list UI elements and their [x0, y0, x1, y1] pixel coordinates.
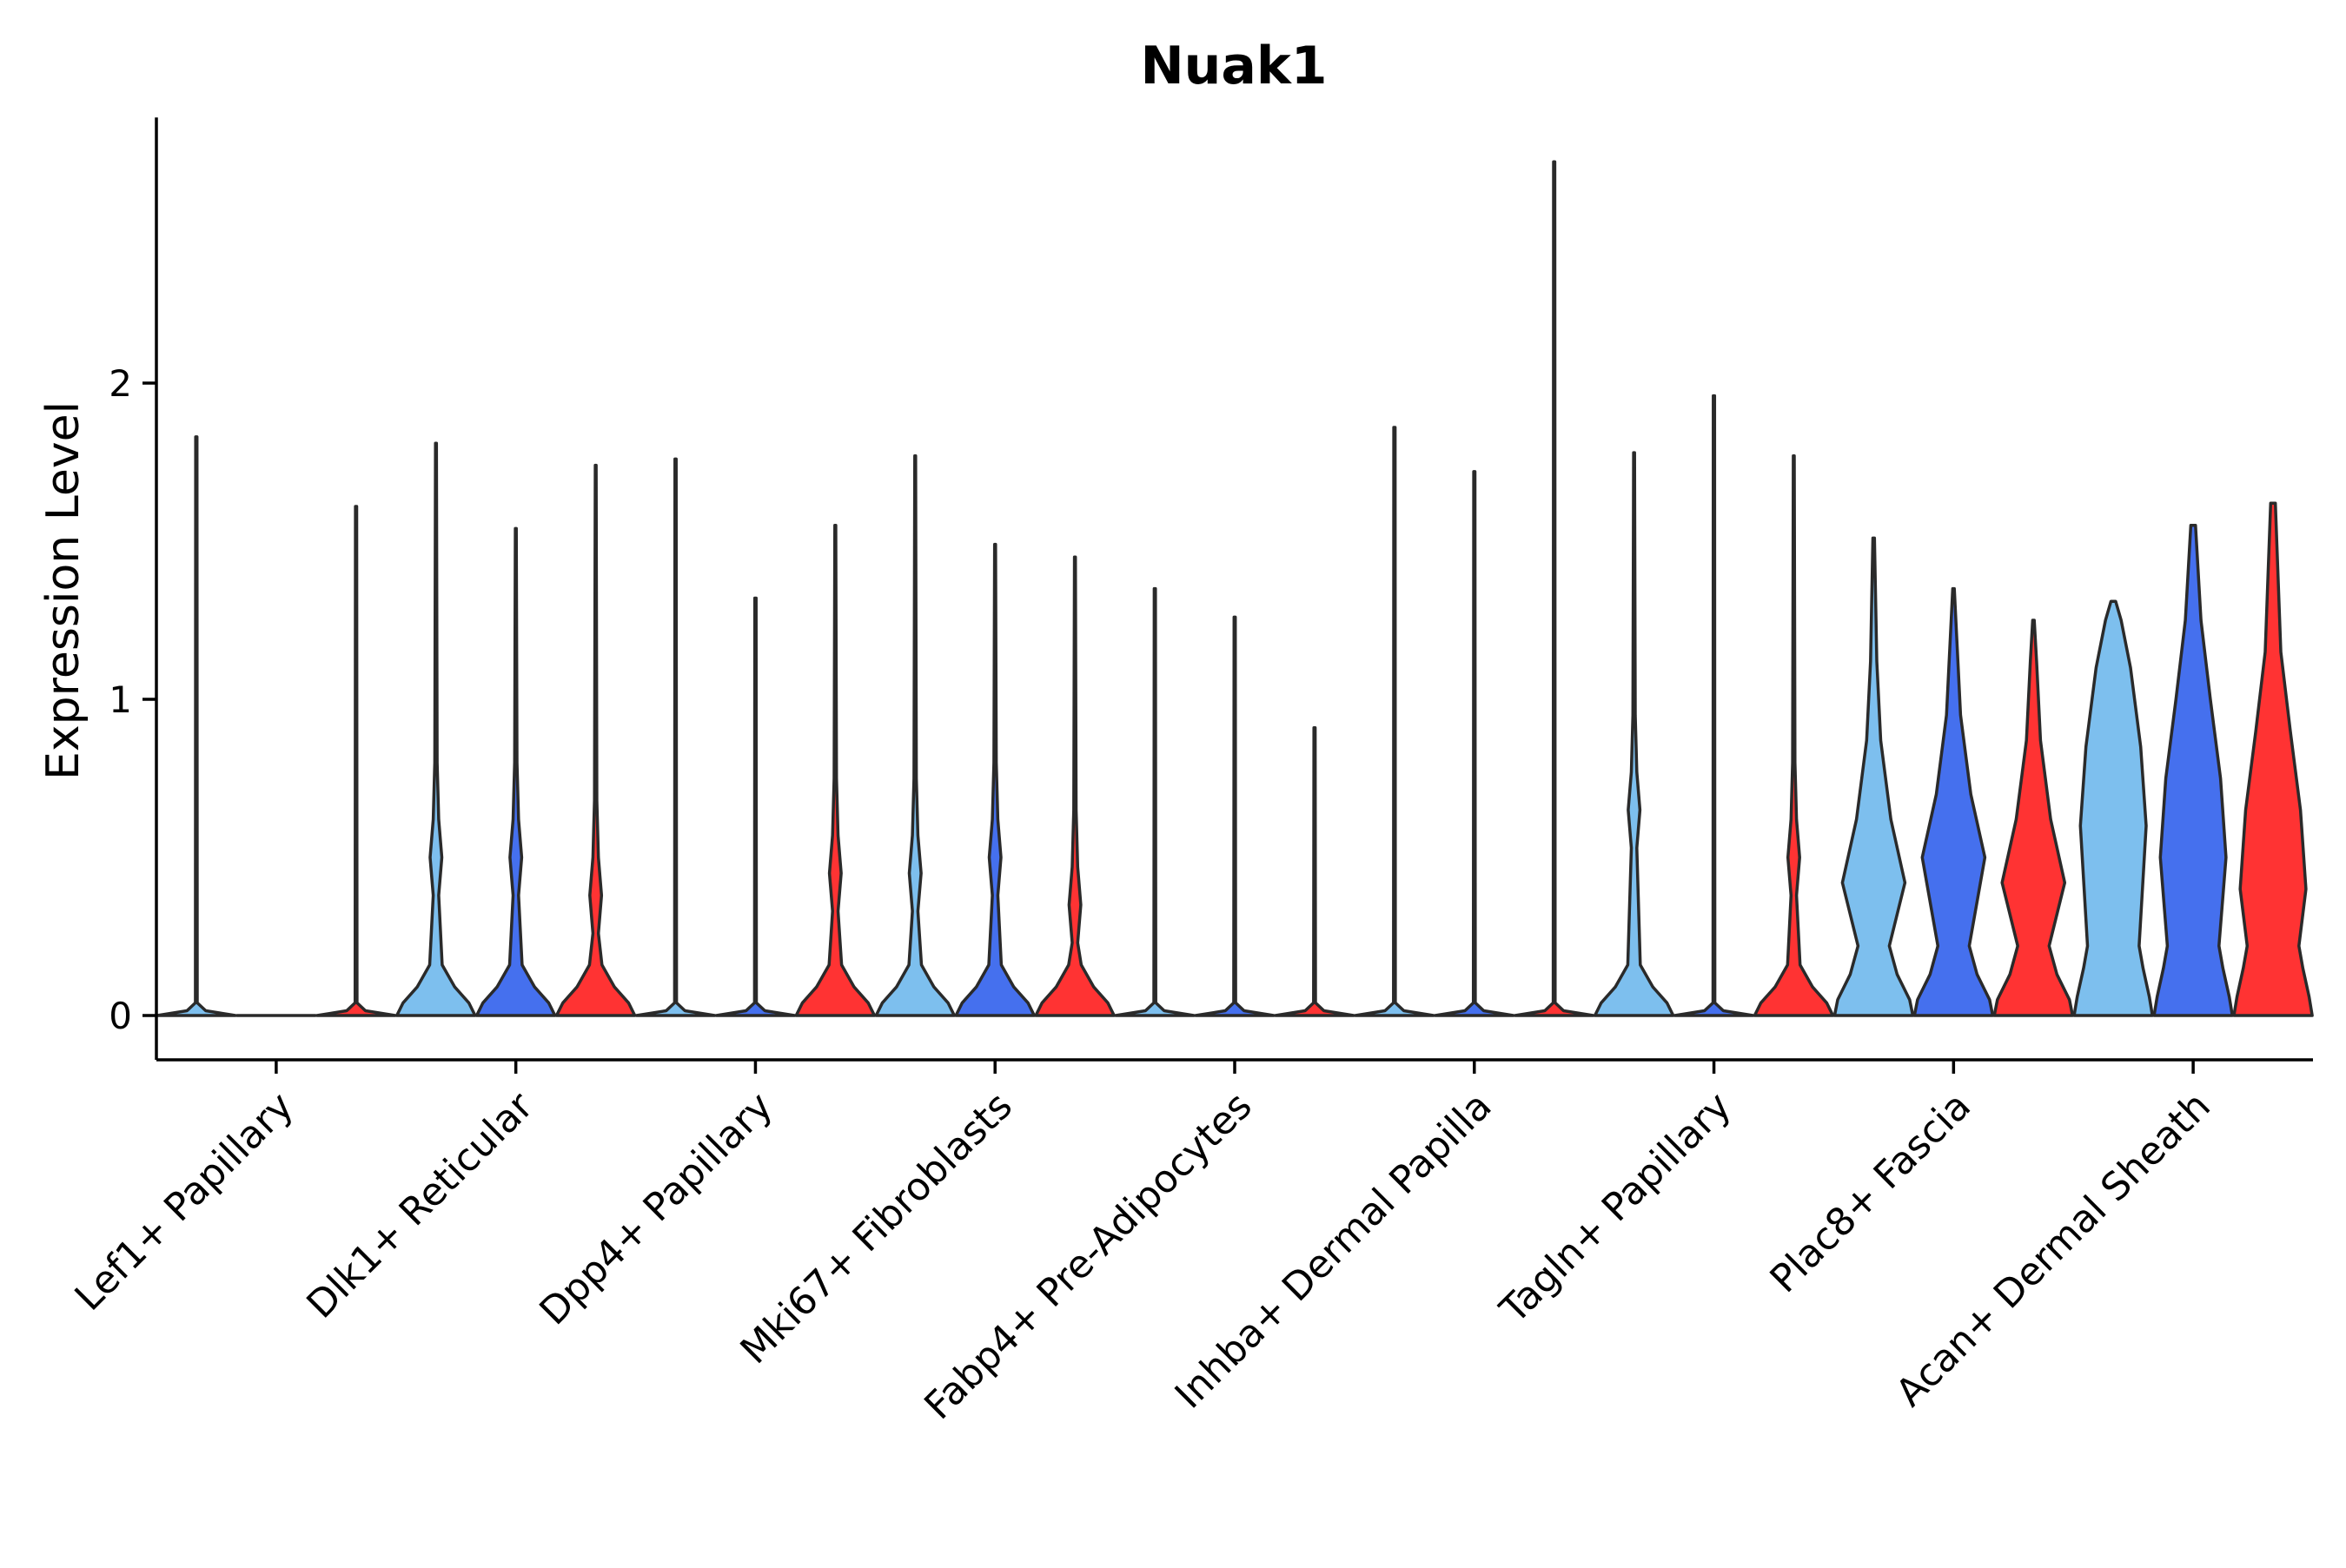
violin-6-2	[1753, 453, 1835, 1017]
violin-8-1	[2152, 524, 2234, 1017]
x-tick-label: Mki67+ Fibroblasts	[732, 1084, 1021, 1373]
violin-0-0	[156, 435, 237, 1017]
x-tick-label: Lef1+ Papillary	[67, 1084, 302, 1320]
violin-4-0	[1114, 586, 1196, 1017]
violin-2-1	[714, 596, 797, 1017]
violin-7-2	[1992, 619, 2075, 1017]
violin-8-0	[2072, 599, 2154, 1017]
violin-3-1	[954, 542, 1037, 1017]
x-tick-label: Dlk1+ Reticular	[299, 1083, 543, 1327]
x-tick-label: Tagln+ Papillary	[1491, 1084, 1740, 1333]
y-tick-label: 0	[109, 995, 132, 1037]
violin-2-0	[634, 457, 717, 1017]
violin-5-2	[1513, 160, 1595, 1017]
violin-8-2	[2232, 501, 2314, 1017]
x-tick-label: Plac8+ Fascia	[1762, 1084, 1980, 1302]
y-axis-label: Expression Level	[37, 401, 89, 780]
violin-7-0	[1832, 536, 1915, 1017]
violin-1-2	[554, 463, 637, 1017]
violin-6-1	[1673, 394, 1755, 1017]
violin-3-2	[1034, 555, 1116, 1017]
violin-7-1	[1912, 586, 1995, 1017]
x-tick-label: Dpp4+ Papillary	[532, 1084, 782, 1334]
violin-1-0	[394, 441, 477, 1017]
violin-6-0	[1593, 451, 1675, 1017]
violins-layer	[156, 160, 2314, 1017]
y-tick-label: 1	[109, 678, 132, 721]
violin-0-2	[315, 505, 397, 1017]
violin-4-1	[1194, 615, 1276, 1017]
violin-5-1	[1433, 470, 1515, 1017]
violin-2-2	[794, 524, 877, 1017]
violin-3-0	[874, 453, 957, 1017]
violin-5-0	[1354, 426, 1435, 1017]
chart-title: Nuak1	[1140, 36, 1327, 96]
violin-4-2	[1274, 726, 1355, 1017]
y-tick-label: 2	[109, 362, 132, 405]
violin-1-1	[474, 526, 557, 1017]
